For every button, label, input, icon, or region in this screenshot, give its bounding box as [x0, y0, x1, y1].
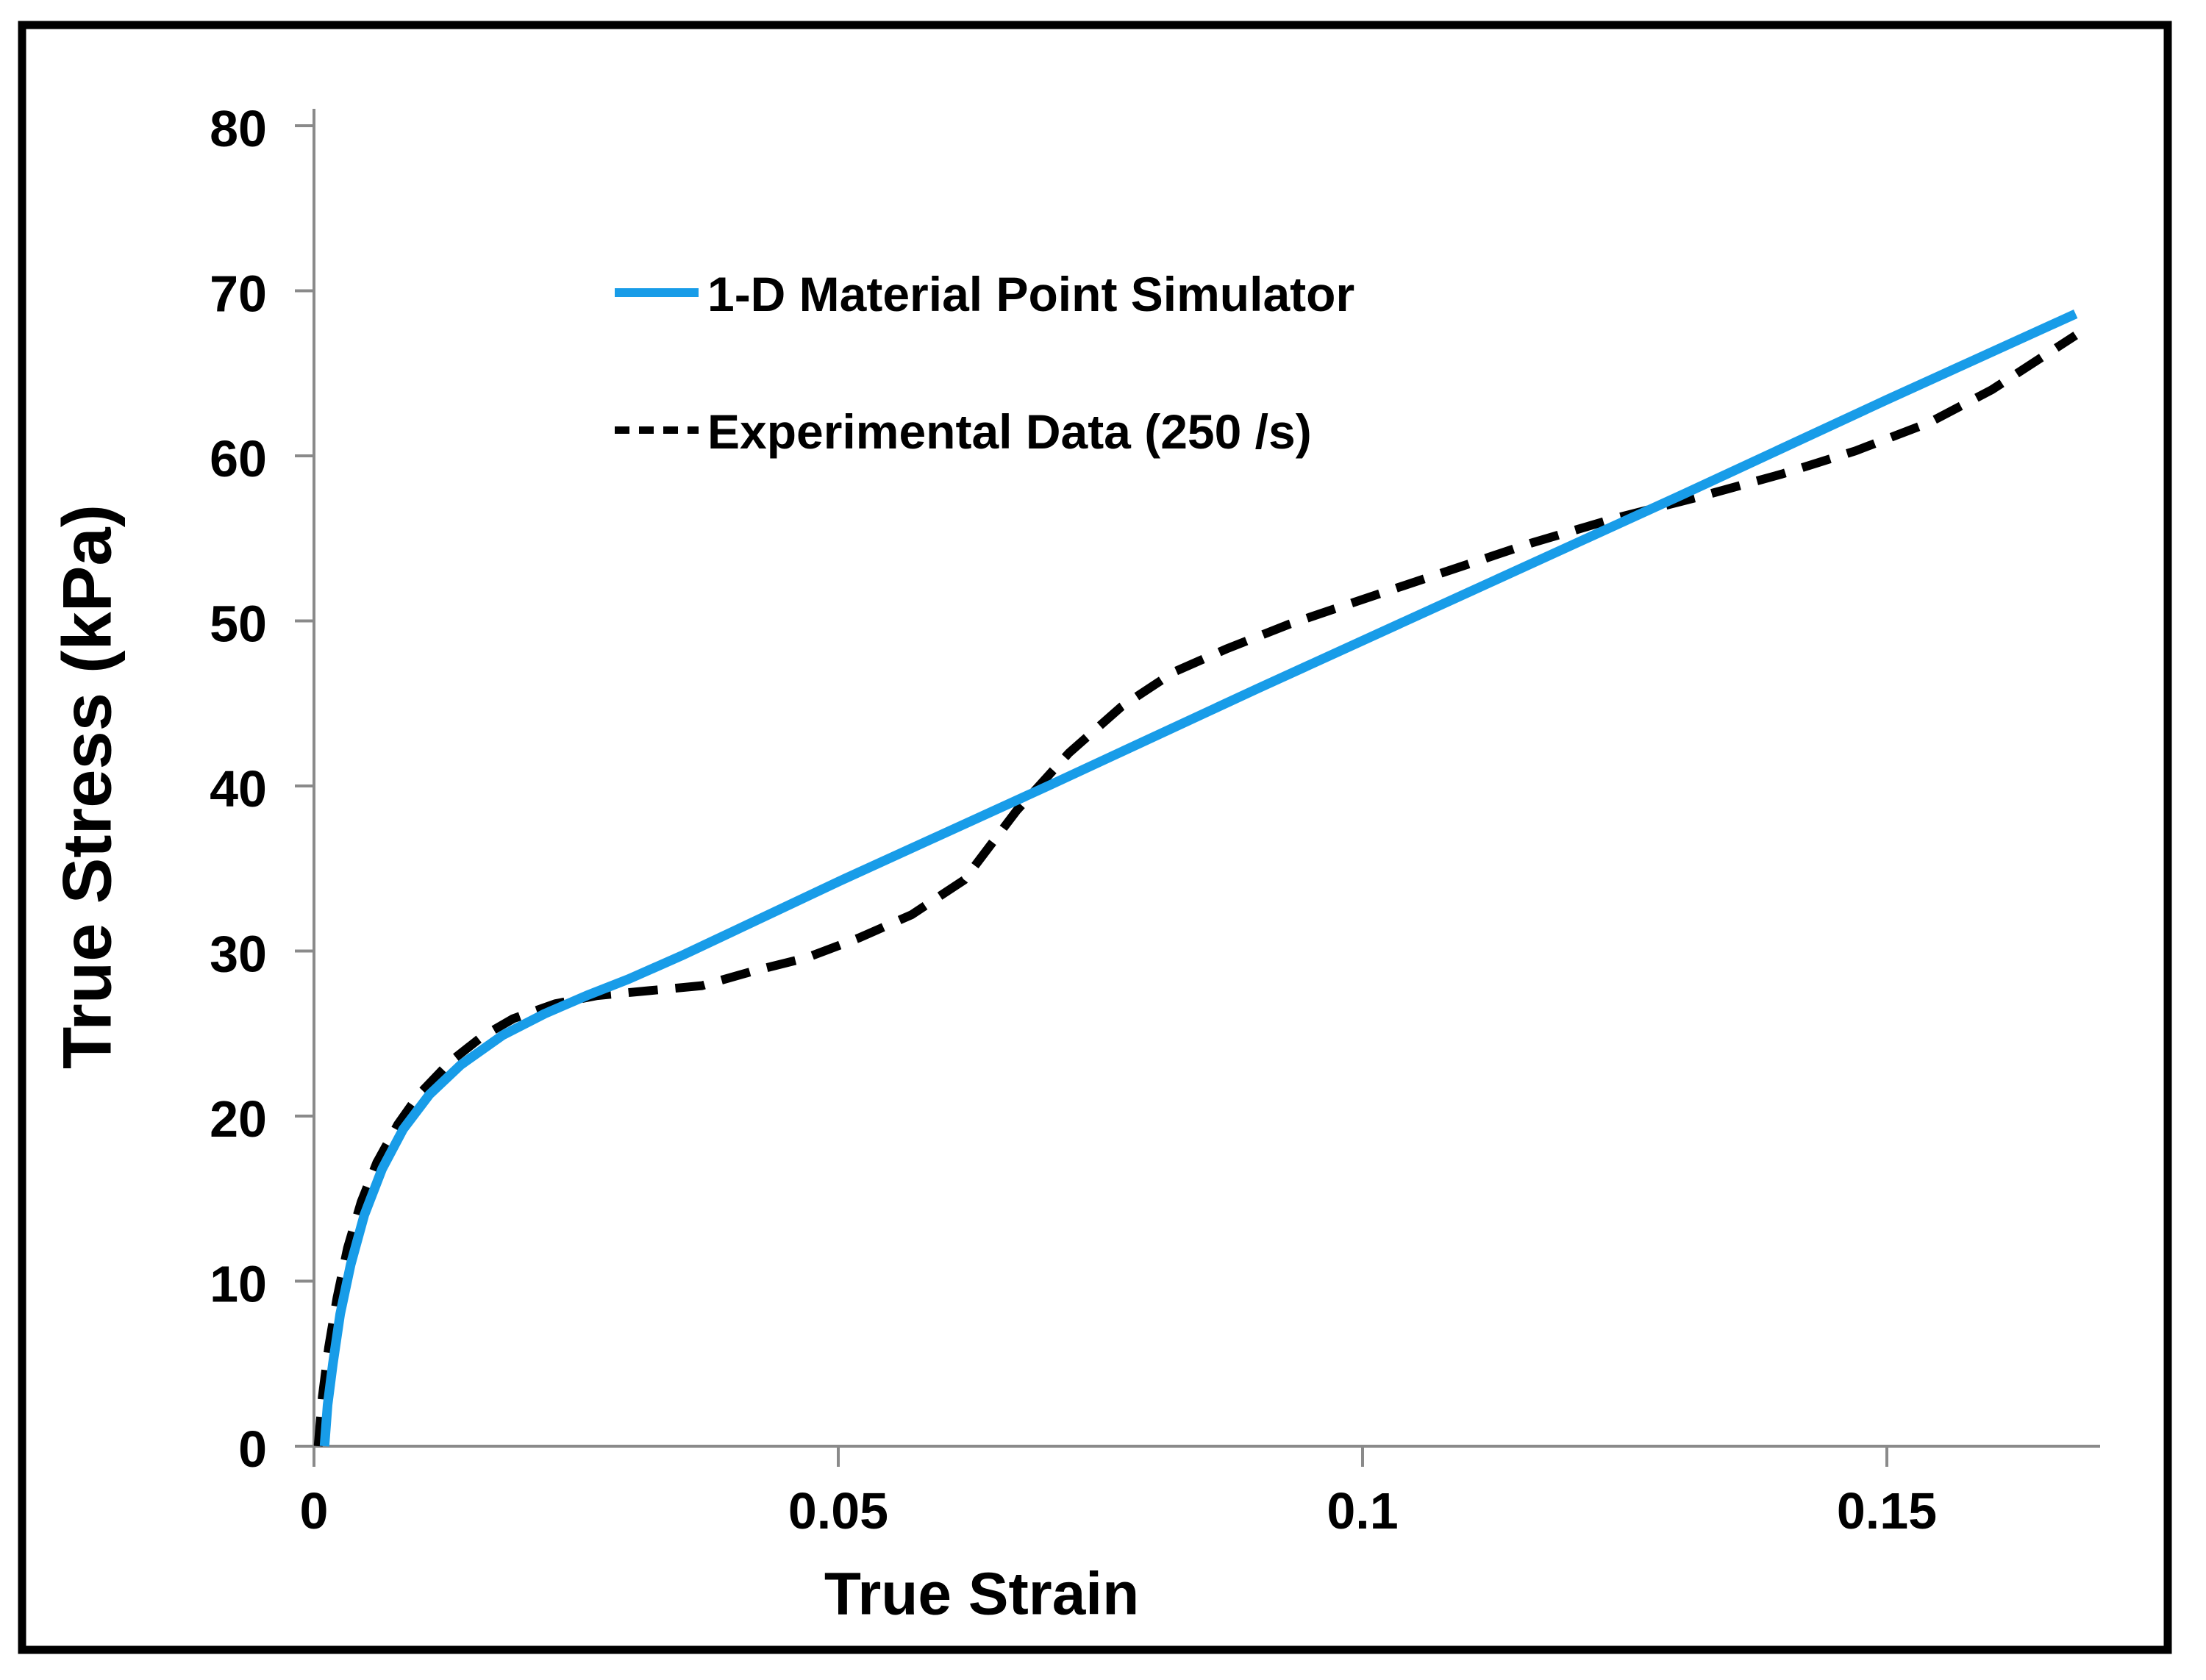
y-axis-title: True Stress (kPa) [49, 504, 126, 1069]
x-axis-title: True Strain [824, 1561, 1139, 1628]
y-tick-labels: 0 10 20 30 40 50 60 70 80 [210, 100, 267, 1478]
x-tick-label: 0 [300, 1482, 329, 1540]
y-tick-label: 60 [210, 430, 267, 487]
y-tick-label: 0 [238, 1420, 267, 1478]
y-tick-label: 20 [210, 1090, 267, 1148]
figure-border [18, 21, 2172, 1654]
x-tick-label: 0.15 [1837, 1482, 1937, 1540]
y-tick-label: 70 [210, 265, 267, 323]
legend-label-experimental: Experimental Data (250 /s) [707, 404, 1312, 459]
y-tick-label: 50 [210, 596, 267, 653]
y-axis-ticks [295, 124, 314, 1448]
legend: 1-D Material Point Simulator Experimenta… [615, 267, 1354, 459]
y-tick-label: 80 [210, 100, 267, 157]
plot-area: 0 10 20 30 40 50 60 70 80 0 0.05 0.1 0.15 True Stra… [49, 100, 2100, 1628]
legend-label-simulator: 1-D Material Point Simulator [707, 267, 1354, 321]
y-tick-label: 10 [210, 1256, 267, 1313]
x-axis-ticks [313, 1446, 1888, 1467]
x-tick-labels: 0 0.05 0.1 0.15 [300, 1482, 1938, 1540]
y-tick-label: 40 [210, 760, 267, 818]
x-tick-label: 0.05 [788, 1482, 888, 1540]
experimental-curve [313, 332, 2078, 1447]
x-tick-label: 0.1 [1327, 1482, 1398, 1540]
simulator-curve [319, 309, 2078, 1447]
y-tick-label: 30 [210, 926, 267, 983]
